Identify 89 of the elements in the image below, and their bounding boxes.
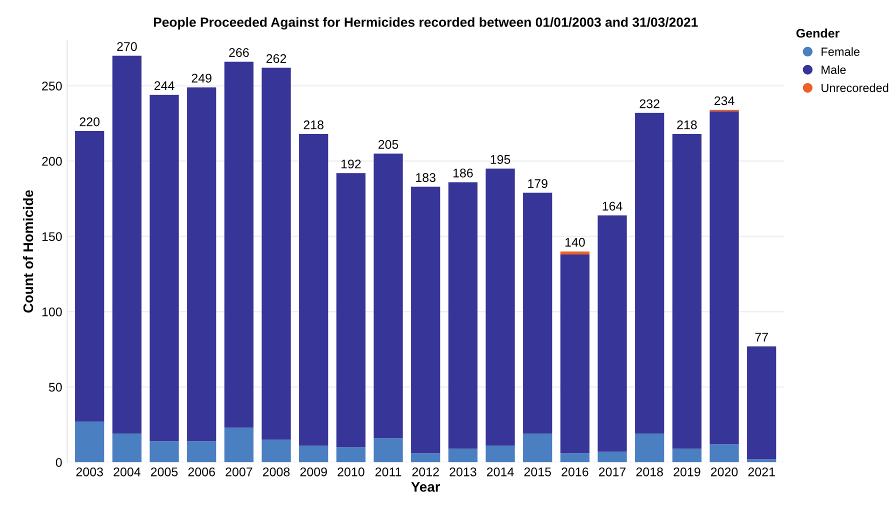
bar: [747, 346, 776, 460]
bar: [262, 440, 291, 462]
x-tick-label: 2021: [748, 467, 775, 476]
y-tick-label: 150: [42, 232, 62, 242]
total-label: 77: [755, 332, 768, 342]
total-label: 140: [565, 238, 585, 247]
total-label: 205: [378, 140, 398, 149]
x-tick-label: 2016: [562, 467, 588, 476]
x-tick-label: 2009: [300, 467, 327, 476]
bar: [448, 182, 478, 449]
legend-label: Female: [822, 47, 860, 56]
bar: [150, 94, 179, 442]
total-label: 244: [154, 81, 174, 90]
bar: [486, 446, 515, 462]
bar: [560, 251, 590, 254]
bar: [598, 215, 627, 452]
total-label: 234: [714, 96, 734, 106]
legend-label: Unrecoreded: [822, 83, 888, 92]
x-tick-label: 2015: [524, 467, 551, 476]
bar: [560, 254, 590, 454]
bar: [598, 452, 627, 462]
bar: [262, 68, 291, 440]
bar: [635, 112, 664, 434]
bar: [224, 62, 254, 428]
total-label: 195: [490, 155, 510, 164]
bar: [411, 186, 440, 454]
x-tick-label: 2018: [636, 467, 663, 476]
total-label: 164: [602, 202, 622, 211]
bar: [710, 111, 739, 444]
y-tick-label: 100: [42, 307, 62, 316]
y-axis-title: Count of Homicide: [22, 190, 34, 313]
bar: [411, 453, 440, 462]
bar: [560, 453, 590, 462]
total-label: 270: [117, 42, 137, 51]
bar: [75, 422, 104, 462]
chart-title: People Proceeded Against for Hermicides recorded between 01/01/2003 and 31/03/2021: [154, 17, 698, 30]
bar: [448, 448, 478, 462]
bar: [374, 154, 403, 438]
bar: [486, 168, 515, 446]
bar: [224, 428, 254, 462]
total-label: 192: [341, 160, 361, 168]
total-label: 179: [528, 179, 548, 188]
y-tick-label: 200: [42, 156, 62, 166]
x-tick-label: 2019: [674, 467, 700, 476]
bar: [672, 134, 702, 449]
x-tick-label: 2020: [710, 467, 738, 476]
bar: [374, 438, 403, 462]
total-label: 262: [266, 54, 286, 64]
x-tick-label: 2005: [150, 467, 178, 476]
x-tick-label: 2013: [450, 467, 476, 476]
total-label: 232: [640, 99, 660, 108]
x-tick-label: 2006: [188, 467, 215, 476]
legend-title: Gender: [796, 28, 840, 38]
bar: [150, 441, 179, 462]
bar: [299, 446, 328, 462]
bar: [112, 56, 142, 434]
bar: [523, 434, 552, 462]
x-tick-label: 2011: [375, 467, 402, 476]
x-tick-label: 2012: [412, 467, 439, 476]
x-tick-label: 2003: [76, 467, 103, 476]
y-tick-label: 0: [56, 458, 62, 467]
bar: [187, 87, 216, 442]
x-tick-label: 2014: [486, 467, 514, 476]
bar: [336, 447, 366, 462]
bar: [336, 173, 366, 448]
total-label: 218: [304, 120, 324, 130]
bar: [523, 192, 552, 434]
x-axis-title: Year: [411, 482, 440, 492]
total-label: 218: [677, 120, 697, 130]
bar: [710, 444, 739, 462]
y-tick-label: 50: [48, 382, 62, 392]
total-label: 266: [229, 48, 249, 57]
total-label: 220: [80, 117, 100, 126]
x-tick-label: 2004: [114, 467, 140, 476]
x-tick-label: 2017: [598, 467, 626, 476]
bar: [75, 130, 104, 422]
x-tick-label: 2008: [262, 467, 290, 476]
bar: [672, 448, 702, 462]
total-label: 183: [416, 173, 436, 182]
total-label: 186: [453, 168, 473, 178]
total-label: 249: [192, 74, 212, 83]
x-tick-label: 2010: [338, 467, 364, 476]
bar: [112, 434, 142, 462]
y-tick-label: 250: [42, 82, 62, 90]
bar: [299, 134, 328, 446]
legend-label: Male: [822, 65, 846, 74]
bar: [187, 441, 216, 462]
bar: [635, 434, 664, 462]
x-tick-label: 2007: [226, 467, 252, 476]
